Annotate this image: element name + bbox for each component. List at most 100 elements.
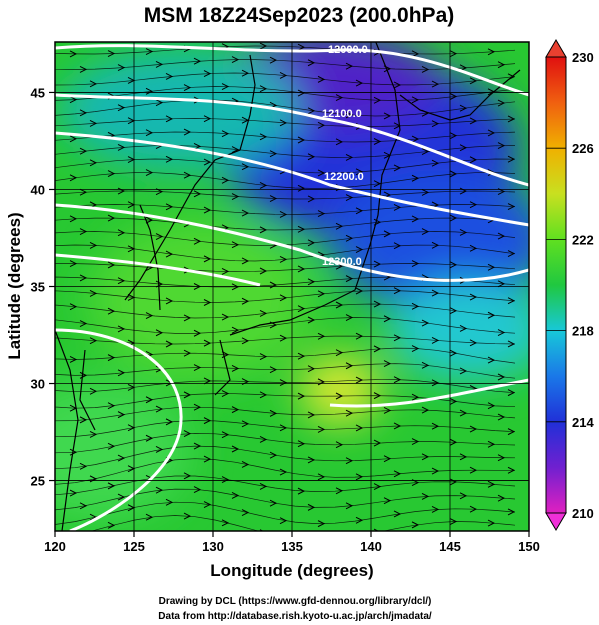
wind-arrow	[307, 107, 316, 115]
wind-arrow	[165, 498, 174, 506]
wind-arrow	[507, 250, 516, 258]
wind-arrow	[165, 418, 174, 426]
wind-arrow	[373, 96, 382, 104]
wind-arrow	[241, 297, 250, 305]
wind-arrow	[70, 532, 76, 538]
x-axis-ticks: 120 125 130 135 140 145 150	[44, 531, 540, 554]
wind-arrow	[459, 492, 468, 500]
wind-arrow	[259, 391, 268, 399]
wind-arrow	[279, 72, 288, 79]
wind-arrow	[431, 505, 440, 513]
wind-arrow	[449, 349, 458, 357]
wind-arrow	[89, 289, 98, 297]
wind-arrow	[231, 492, 240, 499]
wind-arrow	[469, 117, 478, 125]
y-axis-label: Latitude (degrees)	[5, 212, 24, 359]
credit-drawing: Drawing by DCL (https://www.gfd-dennou.o…	[159, 596, 432, 607]
colorbar-tick-label: 222	[572, 232, 594, 247]
wind-arrow	[469, 293, 478, 301]
wind-arrow	[221, 390, 230, 398]
wind-arrow	[411, 302, 420, 310]
wind-arrow	[469, 466, 478, 474]
wind-arrow	[487, 519, 496, 527]
wind-arrow	[393, 203, 402, 211]
wind-arrow	[411, 260, 420, 267]
wind-arrow	[203, 501, 212, 508]
wind-arrow	[259, 482, 268, 490]
wind-arrow	[107, 261, 116, 269]
wind-arrow	[297, 352, 306, 360]
wind-arrow	[107, 170, 116, 178]
wind-arrow	[203, 70, 212, 78]
wind-arrow	[241, 257, 250, 265]
wind-arrow	[231, 326, 240, 334]
y-axis-ticks: 25 30 35 40 45	[31, 85, 55, 489]
wind-arrow	[269, 366, 278, 374]
wind-arrow	[411, 215, 420, 223]
wind-arrow	[393, 334, 402, 342]
streamline	[55, 158, 516, 174]
streamline	[55, 347, 516, 364]
wind-arrow	[193, 237, 202, 245]
y-tick-label: 25	[31, 474, 45, 489]
wind-arrow	[165, 155, 174, 163]
wind-arrow	[231, 193, 240, 200]
wind-arrow	[355, 424, 364, 432]
wind-arrow	[449, 170, 458, 178]
wind-arrow	[307, 411, 316, 419]
wind-arrow	[411, 393, 420, 401]
wind-arrow	[431, 241, 440, 249]
wind-arrow	[497, 454, 506, 462]
wind-arrow	[117, 143, 126, 151]
wind-arrow	[107, 482, 116, 490]
wind-arrow	[307, 456, 316, 464]
wind-arrow	[449, 50, 458, 58]
wind-arrow	[241, 420, 250, 428]
wind-arrow	[383, 407, 392, 414]
wind-arrow	[497, 373, 506, 381]
wind-arrow	[421, 492, 430, 500]
wind-arrow	[373, 392, 382, 400]
wind-arrow	[307, 195, 316, 203]
wind-arrow	[393, 164, 402, 172]
wind-arrow	[241, 337, 250, 345]
wind-arrow	[231, 445, 240, 453]
wind-arrow	[469, 77, 478, 85]
plot-area: 12000.0 12100.0 12200.0 12300.0	[55, 42, 529, 538]
wind-arrow	[487, 402, 496, 410]
x-tick-label: 150	[518, 539, 540, 554]
wind-arrow	[117, 277, 126, 285]
wind-arrow	[469, 156, 478, 164]
wind-arrow	[345, 314, 354, 322]
x-tick-label: 145	[439, 539, 461, 554]
wind-arrow	[431, 80, 440, 88]
wind-arrow	[449, 438, 458, 446]
wind-arrow	[335, 301, 344, 309]
wind-arrow	[355, 287, 364, 295]
wind-arrow	[107, 521, 116, 529]
wind-arrow	[317, 290, 326, 298]
wind-arrow	[497, 61, 506, 69]
wind-arrow	[279, 119, 288, 127]
wind-arrow	[89, 119, 98, 127]
wind-arrow	[269, 451, 278, 459]
wind-arrow	[259, 85, 268, 93]
wind-arrow	[269, 195, 278, 202]
streamline	[55, 263, 516, 272]
wind-arrow	[145, 312, 154, 320]
streamline	[55, 131, 516, 143]
wind-arrow	[355, 246, 364, 253]
wind-arrow	[497, 413, 506, 421]
y-tick-label: 30	[31, 377, 45, 392]
wind-arrow	[507, 466, 516, 474]
wind-arrow	[107, 214, 116, 222]
wind-arrow	[497, 329, 506, 336]
wind-arrow	[421, 319, 430, 327]
streamline	[55, 172, 516, 189]
coastlines	[55, 42, 521, 531]
wind-arrow	[269, 150, 278, 158]
wind-arrow	[345, 153, 354, 161]
wind-arrow	[193, 403, 202, 411]
wind-arrow	[259, 267, 268, 275]
wind-arrow	[507, 203, 516, 210]
